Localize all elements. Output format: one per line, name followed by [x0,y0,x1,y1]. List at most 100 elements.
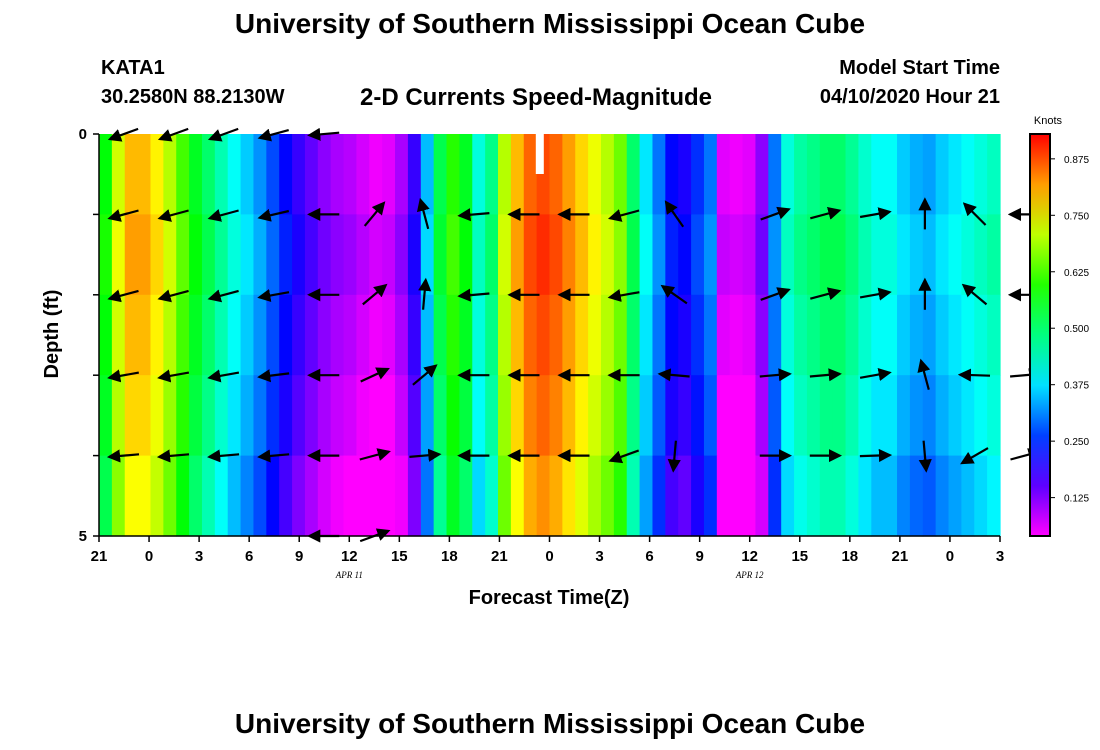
heatmap-cell [575,455,589,537]
current-vector-arrow [157,289,189,303]
heatmap-cell [214,214,229,296]
x-tick-label: 15 [391,548,408,565]
heatmap-cell [884,455,898,537]
current-vector-arrow [960,447,989,465]
heatmap-cell [794,455,808,537]
heatmap-cell [549,134,563,215]
current-vectors [106,127,1043,543]
current-vector-arrow [810,287,842,301]
current-vector-arrow [257,369,290,383]
heatmap-cell [588,375,602,457]
heatmap-cell [639,214,654,296]
heatmap-cell [729,455,744,537]
heatmap-cell [150,455,164,537]
heatmap-cell [498,375,512,457]
heatmap-cell [111,134,126,215]
heatmap-cell [163,134,177,215]
heatmap-cell [304,134,319,215]
heatmap-cell [536,294,551,376]
heatmap-cell [987,294,1001,376]
heatmap-cell [330,375,345,457]
heatmap-cell [382,294,396,376]
heatmap-cell [794,134,808,215]
current-vector-arrow [760,206,791,221]
heatmap-cell [176,134,190,215]
heatmap-cell [819,375,834,457]
heatmap-cell [768,455,782,537]
heatmap-cell [613,214,628,296]
heatmap-cell [343,455,358,537]
current-vector-arrow [660,284,688,305]
heatmap-cell [395,214,409,296]
heatmap-cell [549,375,563,457]
y-tick-label: 0 [79,126,87,143]
heatmap-cell [395,134,409,215]
heatmap-cell [150,375,164,457]
heatmap-cell [99,375,113,457]
current-vector-arrow [607,209,640,222]
station-coords: 30.2580N 88.2130W [101,86,285,108]
current-vector-arrow [859,287,892,301]
heatmap-cell [665,294,679,376]
heatmap-cell [909,134,924,215]
heatmap-cell [897,455,911,537]
heatmap-cell [446,214,460,296]
page-title: University of Southern Mississippi Ocean… [234,8,866,39]
heatmap-cell [845,294,860,376]
current-vector-arrow [157,209,189,222]
heatmap-cell [433,375,448,457]
heatmap-cell [588,455,602,537]
heatmap-cell [781,214,795,296]
current-vector-arrow [810,206,842,220]
heatmap-cell [446,455,460,537]
heatmap-cell [510,134,525,215]
current-vector-arrow [859,448,893,463]
heatmap-cell [407,375,422,457]
current-vector-arrow [207,127,239,142]
heatmap-cell [201,375,216,457]
heatmap-cell [266,134,280,215]
heatmap-cell [806,134,821,215]
heatmap-cell [472,294,486,376]
heatmap-cell [639,455,654,537]
heatmap-cell [201,455,216,537]
heatmap-cell [935,294,950,376]
x-tick-label: 3 [595,548,603,565]
heatmap-cell [240,134,255,215]
heatmap-cell [845,455,860,537]
heatmap-cell [961,214,975,296]
current-time-marker [535,134,544,174]
x-tick-label: 18 [441,548,458,565]
heatmap-cell [729,375,744,457]
heatmap-cell [948,294,962,376]
heatmap-cell [498,455,512,537]
heatmap-cell [266,375,280,457]
heatmap-cell [356,375,370,457]
heatmap-cell [703,294,718,376]
heatmap-cell [150,214,164,296]
current-vector-arrow [362,283,388,306]
heatmap-cell [433,294,448,376]
heatmap-cell [729,134,744,215]
current-vector-arrow [207,369,240,383]
heatmap-cell [755,134,769,215]
heatmap-cell [871,214,885,296]
heatmap-cell [253,134,267,215]
heatmap-cell [845,134,860,215]
date-label: APR 11 [335,570,363,580]
current-vector-arrow [759,368,792,382]
heatmap-cell [472,134,486,215]
heatmap-cell [317,375,332,457]
colorbar-tick-label: 0.625 [1064,268,1089,279]
heatmap-cell [240,455,255,537]
heatmap-cell [163,375,177,457]
heatmap-cell [485,134,499,215]
x-tick-label: 18 [841,548,858,565]
heatmap-cell [227,375,242,457]
heatmap-cell [858,214,872,296]
heatmap-cell [884,214,898,296]
current-vector-arrow [917,358,931,390]
heatmap-cell [871,375,885,457]
heatmap-cell [562,134,576,215]
heatmap-cell [613,455,628,537]
